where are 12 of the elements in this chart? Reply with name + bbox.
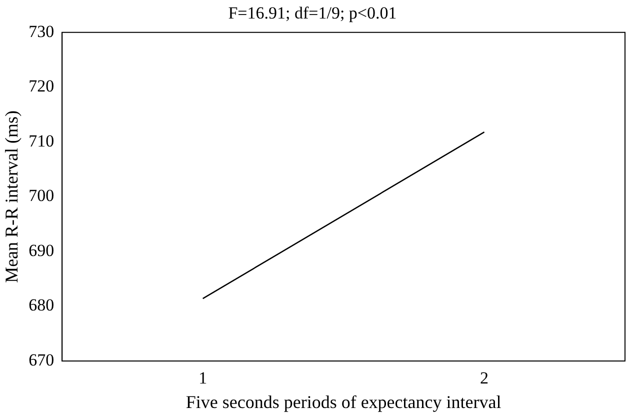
x-tick-label: 2: [480, 368, 489, 388]
y-axis-title: Mean R-R interval (ms): [2, 110, 22, 283]
y-tick-label: 690: [28, 240, 54, 260]
y-tick-label: 730: [28, 22, 54, 41]
chart-title: F=16.91; df=1/9; p<0.01: [228, 4, 397, 23]
x-tick-label: 1: [198, 368, 208, 388]
x-axis-title: Five seconds periods of expectancy interval: [186, 392, 502, 412]
y-tick-label: 710: [28, 131, 54, 150]
y-tick-label: 700: [28, 186, 54, 206]
y-tick-label: 720: [28, 76, 54, 96]
y-tick-label: 680: [28, 296, 54, 315]
y-tick-label: 670: [28, 350, 54, 370]
